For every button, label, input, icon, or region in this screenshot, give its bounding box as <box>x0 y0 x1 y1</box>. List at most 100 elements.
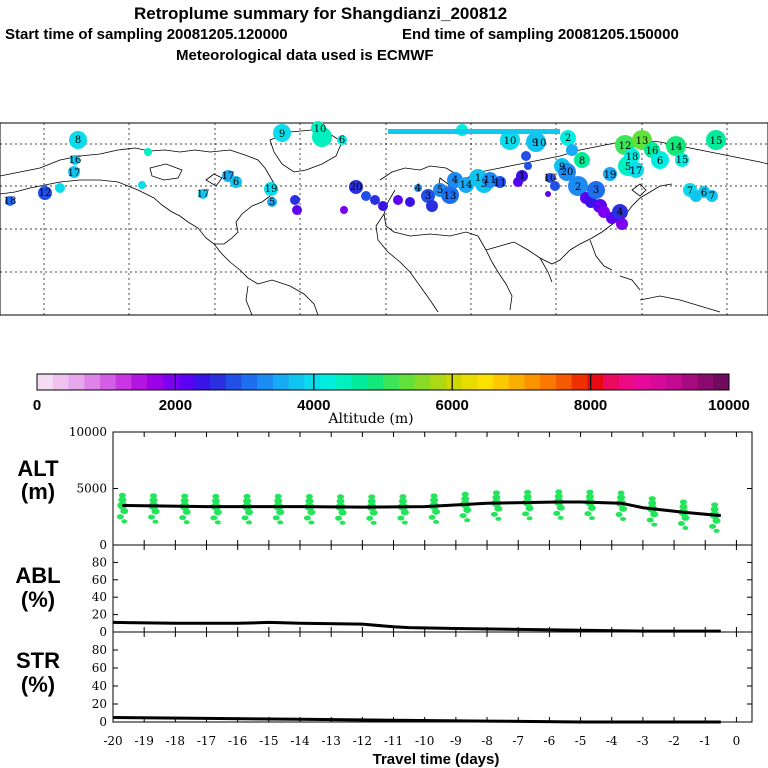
x-tick-label: -2 <box>668 734 680 748</box>
map-plume-marker <box>337 135 347 145</box>
map-plume-marker <box>494 176 506 188</box>
colorbar-swatch <box>414 374 431 390</box>
x-tick-label: -15 <box>259 734 278 748</box>
map-plume-marker <box>5 196 15 206</box>
colorbar-tick-label: 2000 <box>159 397 192 414</box>
alt-plume-point <box>274 497 283 504</box>
alt-plume-point <box>555 489 563 495</box>
map-marker-label: 13 <box>444 191 457 202</box>
alt-plume-point <box>648 496 656 502</box>
colorbar-swatch <box>556 374 573 390</box>
map-marker-label: 18 <box>626 152 639 163</box>
alt-plume-point <box>494 505 503 512</box>
map-plume-marker <box>361 191 371 201</box>
x-tick-label: -4 <box>606 734 618 748</box>
map-marker-label: 11 <box>494 178 507 189</box>
map-plume-marker <box>69 131 87 149</box>
alt-plume-point <box>648 500 657 507</box>
alt-plume-point <box>522 511 530 517</box>
map-plume-marker <box>666 136 686 156</box>
alt-plume-point <box>277 520 284 525</box>
alt-plume-point <box>183 520 190 525</box>
x-axis-label: Travel time (days) <box>373 751 500 768</box>
alt-plume-point <box>180 497 189 504</box>
map-plume-marker <box>38 186 52 200</box>
alt-plume-point <box>148 514 156 520</box>
start-time-label: Start time of sampling 20081205.120000 <box>5 26 288 43</box>
map-marker-label: 10 <box>504 136 517 147</box>
alt-plume-point <box>428 514 436 520</box>
map-marker-label: 16 <box>69 155 82 166</box>
y-tick-label: 40 <box>92 679 107 693</box>
colorbar-swatch <box>666 374 683 390</box>
alt-plume-point <box>399 494 407 500</box>
map-marker-label: 20 <box>350 182 363 193</box>
x-tick-label: -13 <box>322 734 341 748</box>
y-tick-label: 0 <box>99 538 107 552</box>
alt-plume-point <box>553 510 561 516</box>
coastlines <box>0 129 768 316</box>
colorbar-swatch <box>681 374 698 390</box>
map-plume-marker <box>264 182 278 196</box>
map-marker-label: 10 <box>314 124 327 135</box>
alt-plume-point <box>679 503 688 510</box>
map-plume-marker <box>378 201 388 211</box>
alt-plume-point <box>711 502 719 508</box>
y-tick-label: 0 <box>99 625 107 639</box>
map-marker-label: 10 <box>544 173 557 184</box>
map-plume-marker <box>55 183 65 193</box>
colorbar-swatch <box>587 374 604 390</box>
map-plume-marker <box>482 172 498 188</box>
map-marker-label: 3 <box>593 185 599 196</box>
colorbar-swatch <box>697 374 714 390</box>
alt-plume-point <box>120 508 129 515</box>
map-plume-streak <box>388 129 560 134</box>
alt-plume-point <box>554 493 563 500</box>
colorbar-swatch <box>147 374 164 390</box>
colorbar-swatch <box>84 374 101 390</box>
map-marker-label: 6 <box>233 177 239 188</box>
colorbar-swatch <box>603 374 620 390</box>
map-marker-label: 14 <box>670 142 683 153</box>
panel-unit-label: (%) <box>21 672 55 697</box>
map-plume-marker <box>521 151 531 161</box>
alt-plume-point <box>149 497 158 504</box>
map-plume-marker <box>524 162 532 170</box>
alt-plume-point <box>430 497 439 504</box>
colorbar-swatch <box>52 374 69 390</box>
map-plume-marker <box>292 205 302 215</box>
alt-plume-point <box>305 498 314 505</box>
alt-plume-point <box>679 499 687 505</box>
alt-plume-point <box>368 494 376 500</box>
alt-plume-point <box>121 519 128 524</box>
map-plume-marker <box>545 191 551 197</box>
colorbar-swatch <box>713 374 730 390</box>
alt-plume-point <box>682 526 689 531</box>
alt-plume-point <box>619 505 628 512</box>
alt-plume-point <box>303 515 311 521</box>
map-marker-label: 18 <box>4 196 17 207</box>
y-tick-label: 0 <box>99 715 107 729</box>
alt-plume-point <box>526 516 533 521</box>
map-marker-label: 11 <box>484 175 497 186</box>
alt-plume-point <box>712 517 721 524</box>
panel-str: STR(%) 80 60 40 20 0 <box>16 631 752 729</box>
colorbar-swatch <box>540 374 557 390</box>
colorbar-swatch <box>272 374 290 390</box>
colorbar-swatch <box>477 374 494 390</box>
panel-title: ALT <box>17 456 59 481</box>
x-tick-label: 0 <box>733 734 741 748</box>
alt-plume-point <box>464 518 471 523</box>
alt-plume-point <box>432 508 441 515</box>
map-marker-label: 15 <box>710 136 723 147</box>
colorbar-tick-label: 8000 <box>574 397 607 414</box>
alt-plume-point <box>212 493 220 499</box>
colorbar-swatch <box>650 374 667 390</box>
colorbar-tick-label: 6000 <box>436 397 469 414</box>
map-marker-label: 4 <box>452 175 458 186</box>
alt-plume-point <box>401 520 408 525</box>
alt-plume-point <box>179 515 187 521</box>
map-plume-marker <box>441 186 459 204</box>
